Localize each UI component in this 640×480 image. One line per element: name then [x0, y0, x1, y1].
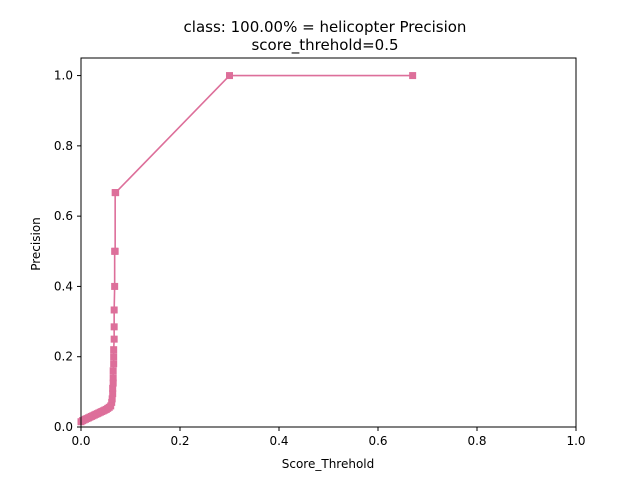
data-point-marker — [109, 379, 117, 387]
y-axis-label: Precision — [29, 217, 43, 271]
data-point-marker — [409, 72, 417, 80]
data-point-marker — [110, 360, 118, 368]
x-axis-label: Score_Threhold — [282, 457, 375, 471]
data-point-marker — [112, 189, 120, 197]
data-point-marker — [111, 282, 119, 290]
data-point-marker — [108, 395, 116, 403]
data-point-marker — [109, 367, 117, 375]
y-tick-label: 0.2 — [54, 350, 73, 364]
data-point-marker — [110, 306, 118, 314]
y-tick-label: 0.4 — [54, 279, 73, 293]
y-tick-label: 0.8 — [54, 139, 73, 153]
y-axis-ticks: 0.0 0.2 0.4 0.6 0.8 1.0 — [54, 69, 81, 434]
x-tick-label: 0.8 — [467, 434, 486, 448]
data-point-marker — [109, 390, 117, 398]
axes-frame — [80, 57, 577, 428]
y-tick-label: 0.6 — [54, 209, 73, 223]
data-point-marker — [226, 72, 233, 80]
data-point-marker — [110, 335, 118, 343]
y-tick-label: 1.0 — [54, 69, 73, 83]
x-tick-label: 0.0 — [71, 434, 90, 448]
x-tick-label: 0.4 — [269, 434, 288, 448]
x-axis-ticks: 0.0 0.2 0.4 0.6 0.8 1.0 — [71, 427, 586, 448]
chart-title: class: 100.00% = helicopter Precision — [184, 18, 467, 36]
data-point-marker — [109, 374, 117, 382]
x-tick-label: 0.2 — [170, 434, 189, 448]
data-point-marker — [107, 402, 115, 410]
data-point-marker — [110, 323, 118, 331]
series-layer — [77, 72, 417, 426]
x-tick-label: 1.0 — [566, 434, 585, 448]
y-tick-label: 0.0 — [54, 420, 73, 434]
data-point-marker — [110, 346, 118, 354]
data-point-marker — [110, 353, 118, 361]
data-point-marker — [111, 247, 119, 255]
chart-subtitle: score_threhold=0.5 — [251, 36, 398, 55]
data-point-marker — [109, 384, 117, 392]
x-tick-label: 0.6 — [368, 434, 387, 448]
data-point-marker — [108, 398, 116, 406]
